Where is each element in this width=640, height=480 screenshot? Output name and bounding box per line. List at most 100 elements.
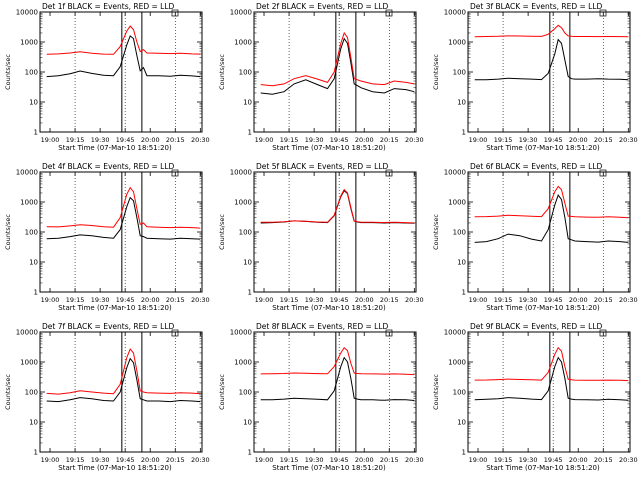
x-axis-label: Start Time (07-Mar-10 18:51:20) [486, 304, 600, 312]
x-tick-label: 20:00 [355, 456, 374, 464]
x-axis-label: Start Time (07-Mar-10 18:51:20) [486, 144, 600, 152]
series-lld-line [260, 188, 415, 224]
x-tick-label: 20:15 [594, 296, 613, 304]
x-tick-label: 19:00 [469, 456, 488, 464]
y-tick-label: 10000 [16, 9, 38, 17]
series-events-line [260, 356, 415, 401]
series-lld-line [260, 31, 415, 87]
series-lld-line [474, 24, 629, 38]
x-tick-label: 19:15 [66, 296, 85, 304]
x-tick-label: 19:15 [66, 456, 85, 464]
y-tick-label: 1 [34, 289, 38, 297]
x-tick-label: 20:00 [141, 136, 160, 144]
y-tick-label: 10000 [230, 169, 252, 177]
y-tick-label: 10000 [444, 329, 466, 337]
x-tick-label: 19:30 [305, 136, 324, 144]
panel-title: Det 5f BLACK = Events, RED = LLD [256, 162, 389, 171]
x-tick-label: 19:30 [519, 136, 538, 144]
x-tick-label: 19:15 [280, 296, 299, 304]
plot-frame [467, 331, 631, 453]
series-lld-line [474, 185, 629, 219]
series-events-line [46, 196, 201, 240]
panel-title: Det 9f BLACK = Events, RED = LLD [470, 322, 603, 331]
panel-title: Det 3f BLACK = Events, RED = LLD [470, 2, 603, 11]
series-events-line [260, 37, 415, 95]
y-tick-label: 10 [29, 99, 38, 107]
panel-det-4: 1 10 100 1000 10000 19:00 19:15 19:30 19:45 20:00… [4, 162, 210, 312]
panel-det-2: 1 10 100 1000 10000 19:00 19:15 19:30 19:45 20:00… [218, 2, 424, 152]
x-tick-label: 19:15 [280, 136, 299, 144]
x-tick-label: 19:45 [116, 136, 135, 144]
panel-title: Det 2f BLACK = Events, RED = LLD [256, 2, 389, 11]
x-axis-label: Start Time (07-Mar-10 18:51:20) [272, 304, 386, 312]
x-tick-label: 19:00 [469, 136, 488, 144]
x-tick-label: 19:00 [41, 136, 60, 144]
y-tick-label: 1000 [234, 359, 252, 367]
panel-title: Det 7f BLACK = Events, RED = LLD [42, 322, 175, 331]
panel-det-9: 1 10 100 1000 10000 19:00 19:15 19:30 19:45 20:00… [432, 322, 638, 472]
plot-frame [253, 331, 417, 453]
x-tick-label: 19:45 [116, 456, 135, 464]
x-tick-label: 19:00 [41, 296, 60, 304]
y-axis-label: Counts/sec [4, 54, 12, 90]
panel-title: Det 4f BLACK = Events, RED = LLD [42, 162, 175, 171]
y-tick-label: 10 [457, 419, 466, 427]
y-axis-label: Counts/sec [218, 54, 226, 90]
x-axis-label: Start Time (07-Mar-10 18:51:20) [486, 464, 600, 472]
x-tick-label: 20:00 [355, 136, 374, 144]
series-lld-line [46, 348, 201, 395]
series-events-line [474, 38, 629, 81]
x-tick-label: 20:30 [191, 456, 210, 464]
x-tick-label: 20:30 [619, 296, 638, 304]
x-tick-label: 19:15 [280, 456, 299, 464]
x-tick-label: 20:30 [191, 296, 210, 304]
panel-det-3: 1 10 100 1000 10000 19:00 19:15 19:30 19:45 20:00… [432, 2, 638, 152]
x-tick-label: 20:00 [355, 296, 374, 304]
x-tick-label: 20:30 [405, 136, 424, 144]
y-tick-label: 1000 [20, 39, 38, 47]
y-axis-label: Counts/sec [4, 214, 12, 250]
y-tick-label: 10 [457, 99, 466, 107]
x-tick-label: 20:00 [569, 456, 588, 464]
plot-frame [467, 171, 631, 293]
x-tick-label: 19:00 [41, 456, 60, 464]
x-tick-label: 19:45 [544, 136, 563, 144]
y-tick-label: 100 [25, 389, 38, 397]
x-tick-label: 20:15 [380, 136, 399, 144]
y-tick-label: 1 [34, 129, 38, 137]
x-tick-label: 19:30 [519, 296, 538, 304]
x-tick-label: 19:15 [494, 136, 513, 144]
x-axis-label: Start Time (07-Mar-10 18:51:20) [58, 304, 172, 312]
series-lld-line [46, 25, 201, 55]
x-tick-label: 20:15 [594, 136, 613, 144]
panel-title: Det 8f BLACK = Events, RED = LLD [256, 322, 389, 331]
x-tick-label: 20:00 [569, 296, 588, 304]
x-tick-label: 19:00 [255, 296, 274, 304]
x-tick-label: 19:00 [255, 456, 274, 464]
y-tick-label: 10 [243, 99, 252, 107]
panel-det-6: 1 10 100 1000 10000 19:00 19:15 19:30 19:45 20:00… [432, 162, 638, 312]
x-tick-label: 20:30 [405, 296, 424, 304]
series-events-line [46, 35, 201, 78]
y-tick-label: 100 [239, 389, 252, 397]
y-axis-label: Counts/sec [218, 214, 226, 250]
x-axis-label: Start Time (07-Mar-10 18:51:20) [272, 464, 386, 472]
x-tick-label: 19:45 [116, 296, 135, 304]
x-tick-label: 20:00 [569, 136, 588, 144]
y-tick-label: 10 [457, 259, 466, 267]
series-lld-line [474, 346, 629, 382]
y-tick-label: 1000 [20, 199, 38, 207]
y-tick-label: 10000 [444, 9, 466, 17]
x-tick-label: 19:00 [469, 296, 488, 304]
y-tick-label: 10 [243, 419, 252, 427]
y-tick-label: 1 [34, 449, 38, 457]
x-tick-label: 19:45 [544, 296, 563, 304]
x-tick-label: 20:30 [405, 456, 424, 464]
y-tick-label: 10 [243, 259, 252, 267]
series-lld-line [46, 186, 201, 229]
y-tick-label: 1000 [448, 359, 466, 367]
y-tick-label: 100 [239, 69, 252, 77]
y-tick-label: 100 [25, 69, 38, 77]
x-tick-label: 19:30 [519, 456, 538, 464]
